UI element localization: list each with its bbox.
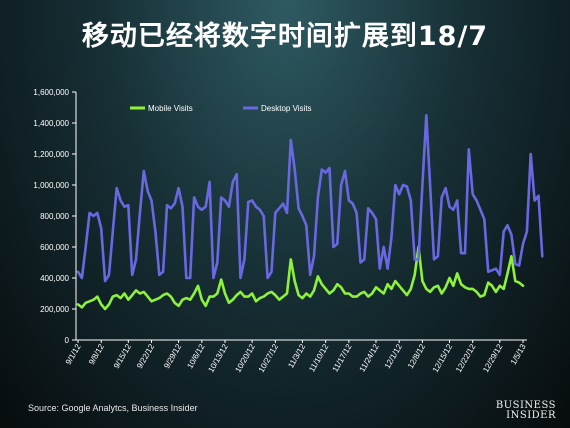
x-tick-label: 9/29/12 <box>162 342 183 370</box>
x-tick-label: 1/5/13 <box>509 342 528 366</box>
y-tick-label: 200,000 <box>40 305 69 314</box>
logo-line-2: INSIDER <box>506 410 556 421</box>
x-tick-label: 10/20/12 <box>233 342 257 374</box>
x-tick-label: 12/15/12 <box>431 342 455 374</box>
y-tick-label: 800,000 <box>40 212 69 221</box>
x-tick-label: 10/6/12 <box>185 342 206 370</box>
source-note: Source: Google Analytcs, Business Inside… <box>28 403 198 413</box>
series-line-mobile-visits <box>76 245 525 311</box>
x-tick-label: 11/17/12 <box>331 342 354 373</box>
x-tick-label: 11/3/12 <box>286 342 307 370</box>
x-tick-label: 9/1/12 <box>64 342 83 366</box>
y-tick-label: 0 <box>65 336 70 345</box>
chart-title: 移动已经将数字时间扩展到18/7 <box>81 21 489 52</box>
y-tick-label: 1,400,000 <box>33 119 69 128</box>
x-tick-label: 9/15/12 <box>112 342 133 370</box>
y-tick-label: 1,600,000 <box>33 88 69 97</box>
legend-label: Mobile Visits <box>148 104 193 113</box>
x-tick-label: 9/22/12 <box>135 342 156 370</box>
y-tick-label: 600,000 <box>40 243 69 252</box>
business-insider-logo: BUSINESS INSIDER <box>496 401 556 421</box>
series-line-desktop-visits <box>76 114 544 283</box>
y-tick-label: 1,000,000 <box>33 181 69 190</box>
x-tick-label: 11/24/12 <box>358 342 381 373</box>
x-tick-label: 11/10/12 <box>307 342 330 373</box>
x-tick-label: 10/13/12 <box>206 342 230 374</box>
x-tick-label: 12/29/12 <box>481 342 505 374</box>
x-tick-label: 9/8/12 <box>87 342 106 366</box>
logo-line-1: BUSINESS <box>495 400 556 411</box>
x-tick-label: 12/1/12 <box>383 342 404 370</box>
x-tick-label: 12/22/12 <box>454 342 478 374</box>
x-tick-label: 10/27/12 <box>257 342 281 374</box>
legend-label: Desktop Visits <box>261 104 312 113</box>
y-tick-label: 1,200,000 <box>33 150 69 159</box>
y-tick-label: 400,000 <box>40 274 69 283</box>
x-tick-label: 12/8/12 <box>406 342 427 370</box>
